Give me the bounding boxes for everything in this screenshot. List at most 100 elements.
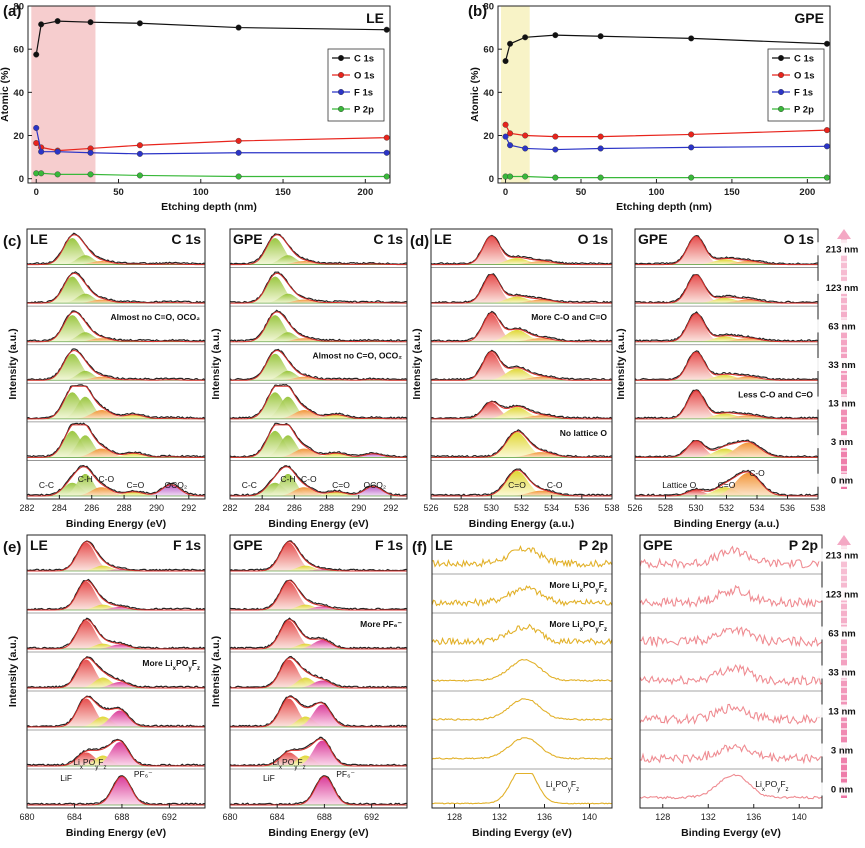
fit-component bbox=[27, 238, 205, 265]
x-tick-label: 530 bbox=[484, 503, 499, 513]
x-tick-label: 140 bbox=[582, 812, 597, 822]
legend-label: F 1s bbox=[794, 88, 813, 99]
fit-component bbox=[635, 261, 818, 265]
peak-label: PF₆⁻ bbox=[134, 769, 153, 779]
element-label: F 1s bbox=[375, 537, 403, 553]
fit-envelope bbox=[635, 235, 818, 266]
depth-label-bg bbox=[816, 626, 860, 640]
element-label: P 2p bbox=[579, 537, 608, 553]
depth-label: 0 nm bbox=[831, 785, 853, 796]
fit-component bbox=[27, 315, 205, 342]
fit-component bbox=[27, 710, 205, 727]
fit-component bbox=[635, 336, 818, 342]
legend-label: P 2p bbox=[354, 105, 374, 116]
spectrum-trace bbox=[431, 544, 613, 568]
fit-envelope bbox=[431, 312, 612, 343]
fit-component bbox=[27, 430, 205, 458]
sample-label: LE bbox=[30, 537, 48, 553]
fit-envelope bbox=[27, 696, 205, 728]
y-tick-label: 0 bbox=[489, 174, 494, 185]
x-tick-label: 288 bbox=[319, 503, 334, 513]
fit-component bbox=[635, 376, 818, 381]
label-part: y bbox=[95, 764, 99, 771]
fit-component bbox=[431, 338, 612, 342]
fit-component bbox=[230, 581, 407, 610]
data-point bbox=[54, 171, 61, 178]
peak-label: C=O bbox=[127, 480, 145, 490]
peak-label: C-H bbox=[280, 474, 295, 484]
data-point bbox=[507, 40, 514, 47]
annotation: Less C-O and C=O bbox=[738, 389, 813, 399]
element-label: O 1s bbox=[578, 231, 609, 247]
data-point bbox=[54, 18, 61, 25]
highlight-band bbox=[501, 6, 530, 183]
fit-envelope bbox=[230, 424, 407, 458]
fit-component bbox=[230, 392, 407, 419]
x-tick-label: 536 bbox=[780, 503, 795, 513]
fit-envelope bbox=[230, 776, 407, 806]
fit-component bbox=[230, 680, 407, 688]
element-label: F 1s bbox=[173, 537, 201, 553]
data-point bbox=[54, 148, 61, 155]
y-tick-label: 80 bbox=[13, 2, 24, 13]
depth-label-bg bbox=[816, 358, 860, 371]
x-tick-label: 200 bbox=[799, 187, 815, 198]
peak-label: LixPOyFz bbox=[272, 757, 305, 771]
depth-label-bg bbox=[816, 319, 860, 333]
fit-component bbox=[230, 353, 407, 381]
measured-trace bbox=[26, 656, 206, 689]
fit-envelope bbox=[635, 440, 818, 458]
fit-envelope bbox=[431, 401, 612, 420]
depth-label: 3 nm bbox=[831, 437, 853, 448]
label-part: z bbox=[303, 764, 306, 771]
depth-label: 3 nm bbox=[831, 746, 853, 757]
spectra-panel-le-f1s: LE F 1s 680 684 688 692 Binding Energy (eV) Mor… bbox=[19, 534, 206, 839]
y-axis-label: Intensity (a.u.) bbox=[7, 636, 19, 707]
legend-label: F 1s bbox=[354, 88, 373, 99]
fit-component bbox=[230, 376, 407, 381]
measured-trace bbox=[634, 311, 819, 343]
fit-component bbox=[230, 238, 407, 265]
fit-envelope bbox=[230, 738, 407, 767]
data-point bbox=[597, 145, 604, 152]
fit-envelope bbox=[27, 272, 205, 304]
depth-label: 123 nm bbox=[826, 590, 859, 601]
fit-component bbox=[230, 299, 407, 304]
y-tick-label: 20 bbox=[13, 131, 24, 142]
label-part: Li bbox=[73, 757, 80, 767]
x-axis-label: Etching depth (nm) bbox=[616, 201, 712, 213]
atomic-percent-chart-gpe: 0 50 100 150 200 0 20 40 60 80 Etching depth (nm) A… bbox=[468, 2, 831, 213]
annotation: Almost no C=O, OCO₂ bbox=[111, 312, 201, 322]
fit-envelope bbox=[635, 274, 818, 304]
data-point bbox=[136, 20, 143, 27]
legend-label: O 1s bbox=[354, 71, 375, 82]
fit-component bbox=[230, 338, 407, 342]
fit-component bbox=[27, 299, 205, 304]
fit-envelope bbox=[27, 541, 205, 572]
x-tick-label: 284 bbox=[52, 503, 67, 513]
data-point bbox=[688, 131, 695, 138]
x-tick-label: 692 bbox=[364, 812, 379, 822]
label-part: z bbox=[786, 786, 789, 793]
fit-envelope bbox=[27, 311, 205, 343]
peak-label: C-H bbox=[78, 474, 93, 484]
label-part: Li bbox=[165, 658, 173, 668]
label-part: Li bbox=[546, 779, 553, 789]
chart-title: GPE bbox=[794, 10, 824, 26]
y-axis-label: Atomic (%) bbox=[0, 67, 11, 122]
depth-arrow-head bbox=[837, 535, 851, 545]
y-tick-label: 60 bbox=[13, 45, 24, 56]
data-point bbox=[136, 142, 143, 149]
annotation: More LixPOyFz bbox=[549, 580, 607, 594]
fit-component bbox=[431, 258, 612, 265]
fit-envelope bbox=[230, 311, 407, 343]
panel-frame bbox=[430, 228, 613, 500]
x-tick-label: 136 bbox=[746, 812, 761, 822]
fit-component bbox=[27, 392, 205, 419]
label-part: Li bbox=[572, 580, 580, 590]
peak-label: PF₆⁻ bbox=[336, 769, 355, 779]
depth-label: 0 nm bbox=[831, 476, 853, 487]
fit-component bbox=[230, 430, 407, 458]
measured-trace bbox=[229, 309, 408, 343]
